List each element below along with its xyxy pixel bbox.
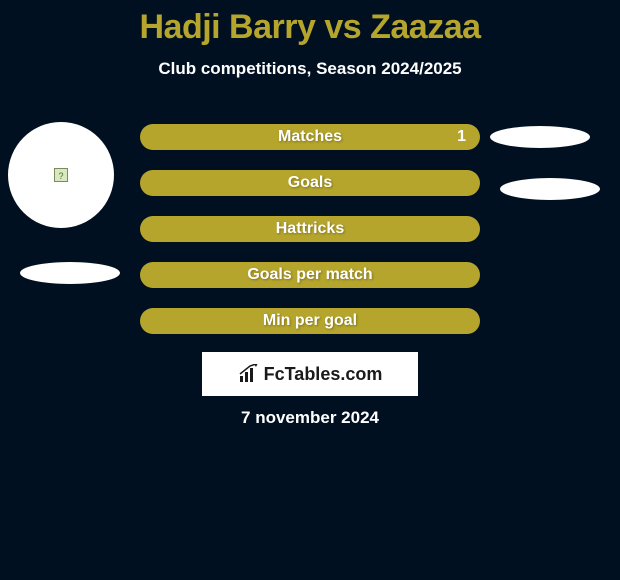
- bar-label: Goals per match: [247, 266, 372, 284]
- logo-text: FcTables.com: [238, 364, 383, 385]
- bar-min-per-goal: Min per goal: [140, 308, 480, 334]
- avatar-shadow-right-2: [500, 178, 600, 200]
- bar-label: Min per goal: [263, 312, 357, 330]
- bar-hattricks: Hattricks: [140, 216, 480, 242]
- page-title: Hadji Barry vs Zaazaa: [0, 0, 620, 47]
- logo-label: FcTables.com: [264, 364, 383, 385]
- broken-image-icon: ?: [54, 168, 68, 182]
- bar-matches: Matches 1: [140, 124, 480, 150]
- bar-label: Goals: [288, 174, 332, 192]
- player-avatar-left: ?: [8, 122, 114, 228]
- bar-label: Hattricks: [276, 220, 344, 238]
- chart-icon: [238, 364, 262, 384]
- bar-goals-per-match: Goals per match: [140, 262, 480, 288]
- bar-goals: Goals: [140, 170, 480, 196]
- stats-bars: Matches 1 Goals Hattricks Goals per matc…: [140, 124, 480, 354]
- bar-value: 1: [457, 128, 466, 146]
- avatar-shadow-right-1: [490, 126, 590, 148]
- date-text: 7 november 2024: [0, 408, 620, 428]
- page-subtitle: Club competitions, Season 2024/2025: [0, 59, 620, 79]
- avatar-shadow-left: [20, 262, 120, 284]
- logo-box: FcTables.com: [202, 352, 418, 396]
- bar-label: Matches: [278, 128, 342, 146]
